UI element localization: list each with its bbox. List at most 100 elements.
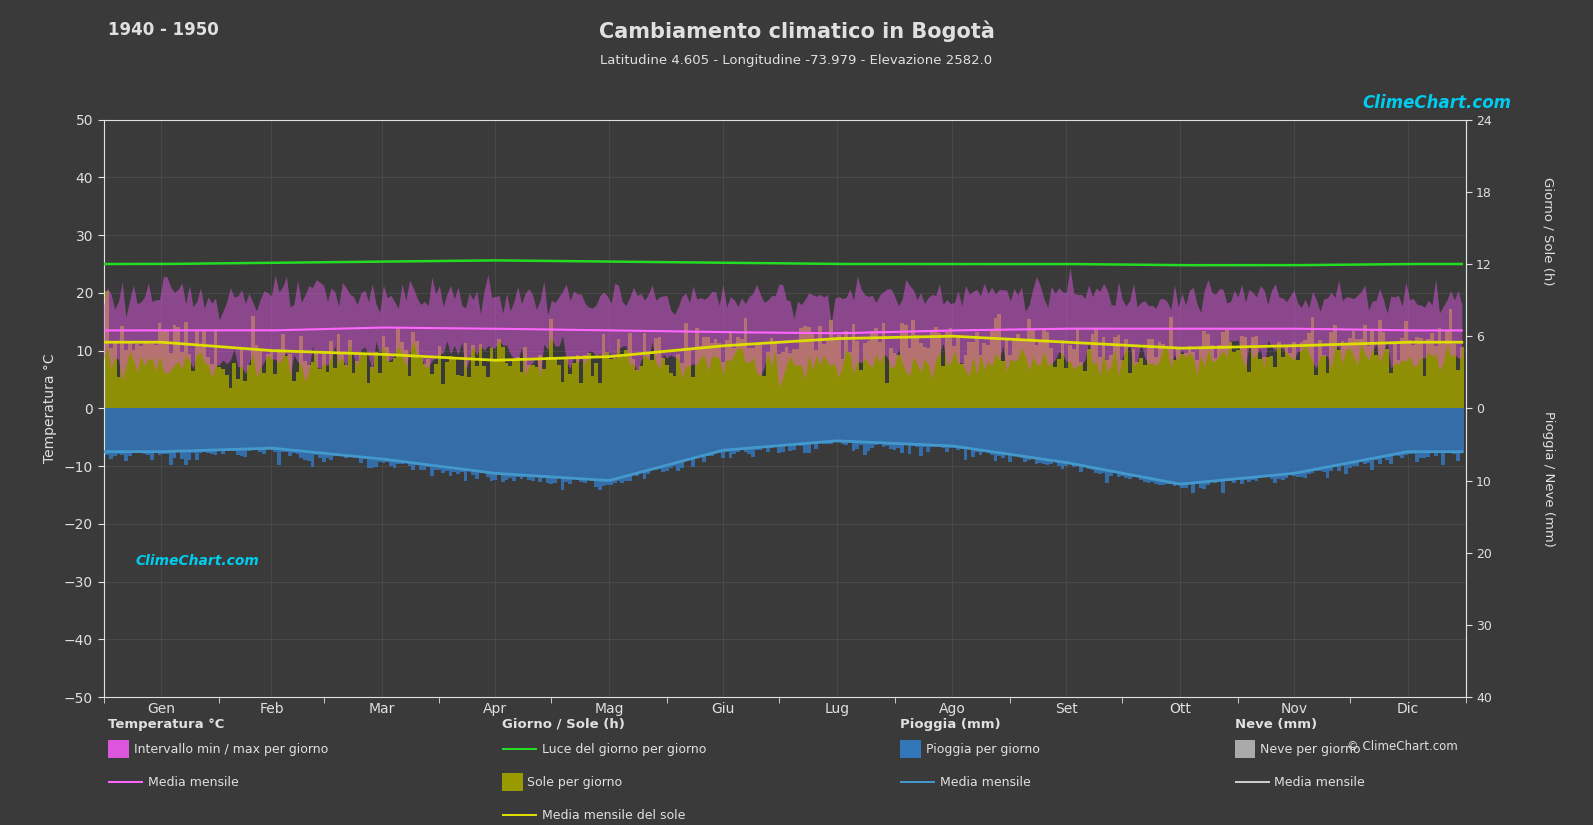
- Bar: [258, 408, 263, 451]
- Bar: [143, 343, 147, 408]
- Bar: [1180, 354, 1184, 408]
- Bar: [897, 408, 900, 448]
- Bar: [452, 408, 456, 473]
- Bar: [680, 408, 683, 468]
- Bar: [221, 408, 225, 454]
- Bar: [1247, 408, 1251, 482]
- Bar: [847, 408, 852, 442]
- Bar: [744, 318, 747, 408]
- Bar: [766, 408, 769, 452]
- Text: Media mensile del sole: Media mensile del sole: [542, 808, 685, 822]
- Text: Pioggia per giorno: Pioggia per giorno: [926, 742, 1039, 756]
- Bar: [717, 408, 722, 453]
- Bar: [110, 348, 113, 408]
- Bar: [266, 354, 269, 408]
- Bar: [494, 361, 497, 408]
- Bar: [777, 408, 781, 453]
- Bar: [347, 340, 352, 408]
- Bar: [319, 408, 322, 458]
- Bar: [1200, 408, 1203, 488]
- Bar: [978, 355, 983, 408]
- Bar: [1356, 408, 1359, 466]
- Bar: [658, 337, 661, 408]
- Bar: [575, 408, 580, 480]
- Bar: [669, 408, 672, 469]
- Bar: [527, 408, 530, 479]
- Bar: [1258, 408, 1262, 477]
- Bar: [956, 336, 961, 408]
- Bar: [1453, 343, 1456, 408]
- Bar: [755, 408, 758, 450]
- Bar: [903, 325, 908, 408]
- Bar: [1389, 373, 1392, 408]
- Bar: [116, 408, 121, 454]
- Bar: [1317, 341, 1322, 408]
- Bar: [792, 349, 796, 408]
- Bar: [994, 318, 997, 408]
- Bar: [352, 373, 355, 408]
- Bar: [217, 367, 221, 408]
- Bar: [1400, 338, 1403, 408]
- Bar: [777, 354, 781, 408]
- Bar: [1012, 408, 1016, 455]
- Bar: [422, 365, 427, 408]
- Bar: [124, 408, 127, 461]
- Bar: [405, 408, 408, 463]
- Bar: [280, 334, 285, 408]
- Bar: [706, 337, 710, 408]
- Bar: [527, 365, 530, 408]
- Bar: [1378, 408, 1381, 464]
- Bar: [695, 408, 699, 458]
- Bar: [236, 380, 239, 408]
- Bar: [1314, 375, 1317, 408]
- Bar: [191, 408, 194, 453]
- Bar: [725, 340, 728, 408]
- Bar: [855, 341, 859, 408]
- Bar: [370, 367, 374, 408]
- Bar: [650, 408, 655, 470]
- Bar: [288, 408, 292, 455]
- Bar: [841, 408, 844, 444]
- Bar: [467, 408, 472, 471]
- Bar: [1142, 408, 1147, 482]
- Bar: [1117, 408, 1120, 477]
- Text: Pioggia / Neve (mm): Pioggia / Neve (mm): [1542, 411, 1555, 546]
- Bar: [430, 375, 433, 408]
- Bar: [1192, 408, 1195, 493]
- Bar: [1203, 408, 1206, 489]
- Bar: [1262, 408, 1266, 478]
- Bar: [945, 408, 949, 452]
- Bar: [569, 408, 572, 484]
- Bar: [127, 408, 132, 456]
- Bar: [1333, 408, 1337, 467]
- Bar: [1284, 347, 1289, 408]
- Bar: [325, 372, 330, 408]
- Bar: [158, 323, 161, 408]
- Bar: [1442, 408, 1445, 465]
- Bar: [419, 358, 422, 408]
- Bar: [1023, 341, 1027, 408]
- Bar: [773, 408, 777, 446]
- Bar: [808, 327, 811, 408]
- Text: Neve per giorno: Neve per giorno: [1260, 742, 1360, 756]
- Bar: [233, 363, 236, 408]
- Bar: [416, 341, 419, 408]
- Bar: [908, 348, 911, 408]
- Bar: [239, 349, 244, 408]
- Bar: [255, 345, 258, 408]
- Bar: [650, 360, 655, 408]
- Bar: [761, 376, 766, 408]
- Bar: [699, 346, 703, 408]
- Bar: [486, 408, 489, 478]
- Bar: [620, 408, 624, 483]
- Bar: [722, 362, 725, 408]
- Bar: [1244, 337, 1247, 408]
- Bar: [1058, 408, 1061, 466]
- Bar: [1330, 408, 1333, 471]
- Bar: [150, 408, 155, 460]
- Bar: [444, 362, 449, 408]
- Bar: [867, 408, 870, 450]
- Bar: [1080, 362, 1083, 408]
- Bar: [285, 356, 288, 408]
- Bar: [524, 408, 527, 478]
